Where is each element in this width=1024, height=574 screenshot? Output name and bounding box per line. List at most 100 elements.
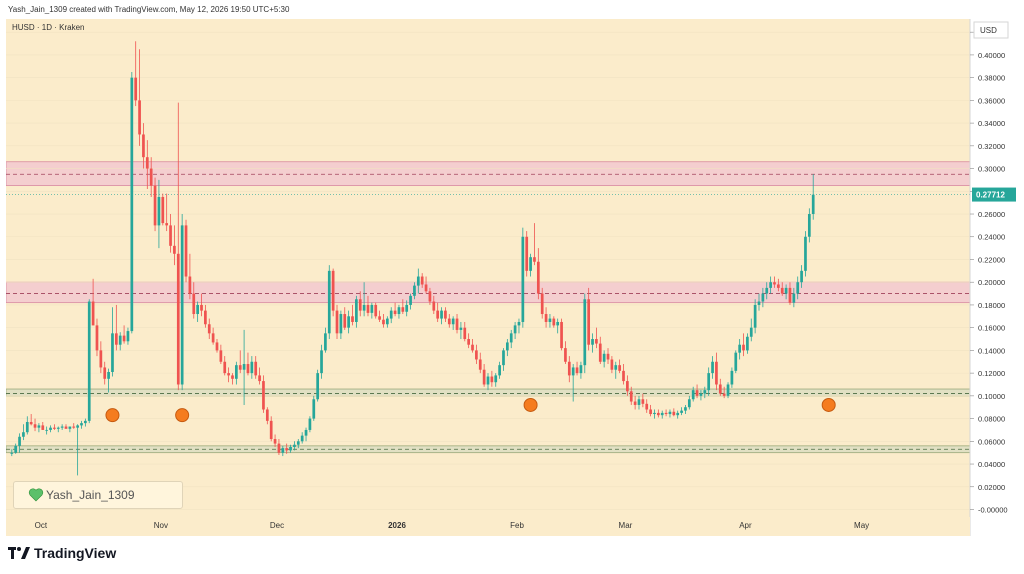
candle-body [575, 367, 579, 374]
candle [138, 49, 141, 146]
candle [784, 284, 788, 300]
y-tick-label: 0.24000 [978, 233, 1005, 242]
candle-body [320, 350, 323, 374]
candle [165, 193, 169, 232]
candles-layer [10, 41, 815, 476]
candle-body [440, 310, 443, 319]
candle-body [506, 342, 509, 351]
candle [540, 287, 544, 319]
candle [494, 373, 498, 387]
candle [715, 352, 718, 391]
candle-body [87, 301, 91, 421]
candle [637, 395, 641, 410]
currency-box[interactable] [973, 21, 1009, 39]
candle-body [769, 282, 772, 288]
y-tick-label: 0.30000 [978, 165, 1005, 174]
candle-body [33, 424, 37, 428]
candle-body [64, 426, 68, 429]
candle [95, 318, 99, 357]
candle-body [529, 257, 532, 271]
candle [107, 368, 110, 393]
candle-body [804, 236, 807, 271]
candle-body [413, 285, 416, 296]
candle [153, 177, 157, 232]
candle [664, 409, 668, 417]
candle-body [536, 261, 540, 294]
candle-body [312, 399, 316, 419]
candle [72, 423, 76, 429]
candle [242, 329, 246, 405]
candle-body [401, 307, 405, 312]
candle-body [645, 403, 649, 410]
candle-body [757, 301, 761, 305]
tradingview-logo-icon [8, 547, 30, 559]
last-price-tag [972, 187, 1016, 202]
candle-body [362, 304, 366, 311]
candle-body [281, 448, 285, 453]
candle [482, 364, 486, 387]
candle-body [490, 376, 494, 383]
candle-body [707, 373, 711, 391]
candle [614, 361, 618, 379]
candle-body [200, 304, 203, 311]
candle [773, 276, 776, 288]
candle-body [432, 301, 436, 311]
candle [385, 316, 389, 328]
candle-body [711, 361, 714, 374]
candle-body [672, 411, 676, 416]
chart-area[interactable]: 0.420000.400000.380000.360000.340000.320… [6, 19, 1018, 536]
candle-body [567, 361, 571, 376]
price-chart[interactable]: 0.420000.400000.380000.360000.340000.320… [6, 19, 1018, 536]
candle-body [378, 316, 381, 320]
candle [200, 293, 203, 317]
candle-body [296, 441, 300, 445]
candle-body [703, 390, 707, 394]
candle-body [370, 304, 374, 313]
chart-caption: Yash_Jain_1309 created with TradingView.… [8, 5, 290, 14]
candle [548, 314, 552, 328]
candle [130, 71, 134, 334]
candle-body [250, 361, 254, 374]
candle-body [358, 299, 362, 311]
candle-body [207, 324, 211, 334]
candle [393, 302, 397, 317]
y-tick-label: 0.10000 [978, 392, 1005, 401]
brand-logo[interactable]: TradingView [8, 545, 116, 561]
y-tick-label: 0.20000 [978, 278, 1005, 287]
candle-body [780, 287, 784, 294]
candle [103, 361, 107, 385]
candle [227, 367, 230, 383]
y-tick-label: 0.34000 [978, 119, 1005, 128]
candle [490, 370, 494, 387]
candle-body [773, 282, 776, 285]
candle-body [126, 331, 130, 342]
candle [351, 304, 354, 326]
candle-body [53, 427, 56, 429]
candle [231, 373, 234, 385]
candle [556, 318, 560, 334]
candle-body [246, 364, 250, 374]
candle [22, 424, 25, 441]
candle-body [327, 270, 331, 334]
candle [68, 426, 72, 433]
candle [308, 416, 312, 433]
y-tick-label: 0.04000 [978, 460, 1005, 469]
candle [331, 268, 335, 317]
candle [471, 339, 474, 353]
candle [451, 316, 455, 330]
candle-body [149, 168, 153, 186]
candle [591, 333, 594, 353]
candle [718, 378, 722, 396]
candle [742, 333, 745, 357]
candle-body [60, 426, 64, 428]
candle [250, 356, 254, 379]
candle [583, 293, 587, 374]
candle [459, 321, 463, 340]
candle-body [475, 350, 478, 360]
candle [327, 265, 331, 340]
candle-body [389, 310, 393, 319]
candle [703, 386, 707, 399]
candle-body [560, 321, 563, 349]
candle-body [72, 426, 76, 428]
candle [792, 287, 796, 308]
